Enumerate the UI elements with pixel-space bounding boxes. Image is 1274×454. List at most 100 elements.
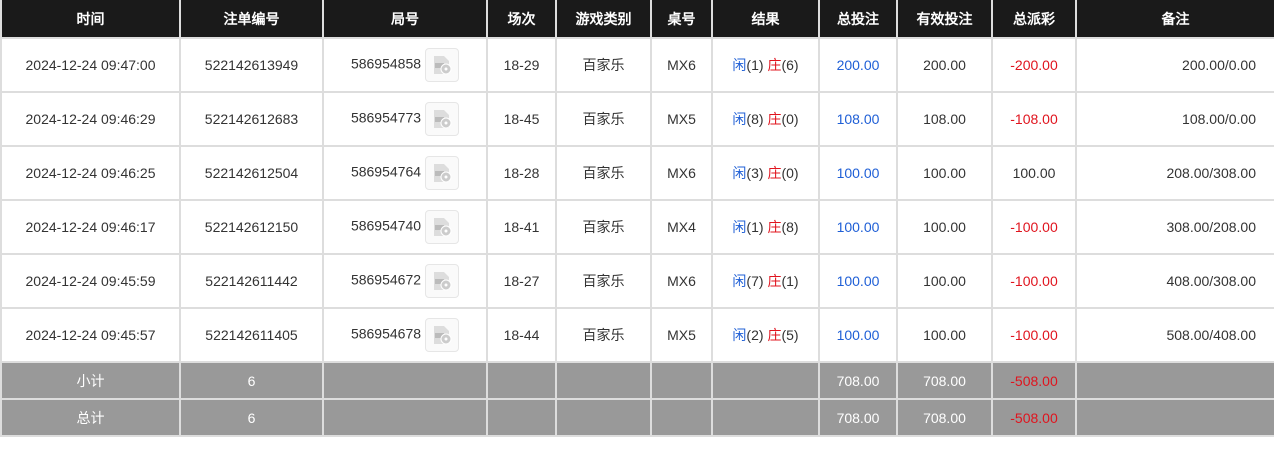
empty-cell (650, 398, 713, 437)
table-row: 2024-12-24 09:45:57 522142611405 5869546… (0, 307, 1274, 363)
total-bet-cell: 100.00 (818, 145, 898, 201)
table-row: 2024-12-24 09:46:29 522142612683 5869547… (0, 91, 1274, 147)
summary-count: 6 (179, 361, 324, 400)
result-cell: 闲(1) 庄(8) (711, 199, 820, 255)
total-bet-cell: 100.00 (818, 199, 898, 255)
banker-label: 庄 (767, 57, 782, 73)
shoe-cell: 18-45 (486, 91, 557, 147)
banker-label: 庄 (767, 219, 782, 235)
empty-cell (486, 361, 557, 400)
video-replay-icon[interactable] (425, 264, 460, 298)
column-header: 局号 (322, 0, 488, 39)
banker-score: (8) (781, 219, 799, 235)
shoe-cell: 18-28 (486, 145, 557, 201)
game-type-cell: 百家乐 (555, 253, 652, 309)
player-label: 闲 (732, 273, 747, 289)
table-cell: MX6 (650, 37, 713, 93)
valid-bet-cell: 100.00 (896, 145, 993, 201)
player-score: (2) (746, 327, 764, 343)
payout-cell: -100.00 (991, 199, 1077, 255)
video-replay-icon[interactable] (425, 48, 460, 82)
round-cell: 586954764 (322, 145, 488, 201)
payout-cell: 100.00 (991, 145, 1077, 201)
valid-bet-cell: 100.00 (896, 199, 993, 255)
column-header: 总派彩 (991, 0, 1077, 39)
time-cell: 2024-12-24 09:46:17 (0, 199, 181, 255)
table-cell: MX6 (650, 253, 713, 309)
shoe-cell: 18-41 (486, 199, 557, 255)
shoe-cell: 18-29 (486, 37, 557, 93)
column-header: 结果 (711, 0, 820, 39)
video-replay-icon[interactable] (425, 318, 460, 352)
time-cell: 2024-12-24 09:45:59 (0, 253, 181, 309)
table-cell: MX5 (650, 91, 713, 147)
time-cell: 2024-12-24 09:46:29 (0, 91, 181, 147)
header-row: 时间 注单编号 局号 场次 游戏类别 桌号 结果 总投注 有效投注 总派彩 备注 (0, 0, 1274, 39)
result-cell: 闲(8) 庄(0) (711, 91, 820, 147)
round-number: 586954672 (350, 271, 422, 288)
column-header: 场次 (486, 0, 557, 39)
player-score: (1) (746, 57, 764, 73)
note-cell: 508.00/408.00 (1075, 307, 1274, 363)
video-replay-icon[interactable] (425, 210, 460, 244)
summary-valid: 708.00 (896, 398, 993, 437)
column-header: 时间 (0, 0, 181, 39)
game-type-cell: 百家乐 (555, 145, 652, 201)
video-replay-icon[interactable] (425, 102, 460, 136)
empty-cell (711, 361, 820, 400)
banker-label: 庄 (767, 165, 782, 181)
total-bet-cell: 200.00 (818, 37, 898, 93)
bet-number-cell: 522142612150 (179, 199, 324, 255)
total-bet-cell: 100.00 (818, 253, 898, 309)
table-row: 2024-12-24 09:47:00 522142613949 5869548… (0, 37, 1274, 93)
note-cell: 408.00/308.00 (1075, 253, 1274, 309)
player-score: (3) (746, 165, 764, 181)
bet-number-cell: 522142612683 (179, 91, 324, 147)
valid-bet-cell: 100.00 (896, 307, 993, 363)
summary-label: 小计 (0, 361, 181, 400)
result-cell: 闲(2) 庄(5) (711, 307, 820, 363)
player-score: (1) (746, 219, 764, 235)
empty-cell (322, 361, 488, 400)
banker-label: 庄 (767, 327, 782, 343)
video-replay-icon[interactable] (425, 156, 460, 190)
total-bet-cell: 100.00 (818, 307, 898, 363)
round-number: 586954740 (350, 217, 422, 234)
bet-records-table: 时间 注单编号 局号 场次 游戏类别 桌号 结果 总投注 有效投注 总派彩 备注 2024-12-2… (0, 0, 1274, 437)
banker-score: (0) (781, 111, 799, 127)
bet-number-cell: 522142612504 (179, 145, 324, 201)
round-number: 586954678 (350, 325, 422, 342)
summary-total: 708.00 (818, 361, 898, 400)
banker-score: (6) (781, 57, 799, 73)
game-type-cell: 百家乐 (555, 307, 652, 363)
round-cell: 586954672 (322, 253, 488, 309)
payout-cell: -200.00 (991, 37, 1077, 93)
payout-cell: -108.00 (991, 91, 1077, 147)
game-type-cell: 百家乐 (555, 199, 652, 255)
empty-cell (555, 361, 652, 400)
time-cell: 2024-12-24 09:45:57 (0, 307, 181, 363)
result-cell: 闲(1) 庄(6) (711, 37, 820, 93)
summary-payout: -508.00 (991, 398, 1077, 437)
table-row: 2024-12-24 09:46:25 522142612504 5869547… (0, 145, 1274, 201)
player-label: 闲 (732, 57, 747, 73)
summary-count: 6 (179, 398, 324, 437)
round-cell: 586954858 (322, 37, 488, 93)
empty-cell (650, 361, 713, 400)
column-header: 有效投注 (896, 0, 993, 39)
column-header: 备注 (1075, 0, 1274, 39)
table-row: 2024-12-24 09:45:59 522142611442 5869546… (0, 253, 1274, 309)
empty-cell (322, 398, 488, 437)
banker-score: (1) (781, 273, 799, 289)
bet-number-cell: 522142611405 (179, 307, 324, 363)
note-cell: 200.00/0.00 (1075, 37, 1274, 93)
table-cell: MX5 (650, 307, 713, 363)
player-score: (8) (746, 111, 764, 127)
player-label: 闲 (732, 165, 747, 181)
payout-cell: -100.00 (991, 307, 1077, 363)
banker-label: 庄 (767, 111, 782, 127)
time-cell: 2024-12-24 09:46:25 (0, 145, 181, 201)
summary-valid: 708.00 (896, 361, 993, 400)
round-cell: 586954678 (322, 307, 488, 363)
table-row: 2024-12-24 09:46:17 522142612150 5869547… (0, 199, 1274, 255)
